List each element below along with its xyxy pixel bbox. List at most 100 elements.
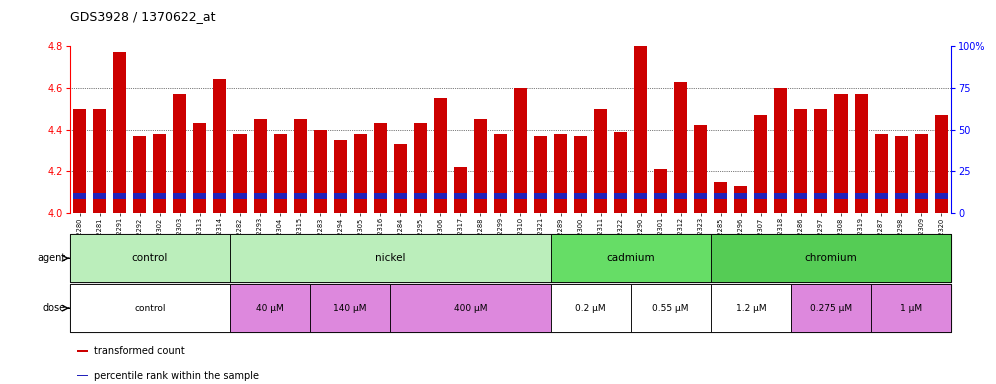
Bar xyxy=(474,119,487,213)
Bar xyxy=(815,193,828,199)
Bar xyxy=(334,140,347,213)
Bar xyxy=(654,193,667,199)
Bar xyxy=(77,374,89,376)
Bar xyxy=(754,193,767,199)
Bar xyxy=(554,193,567,199)
Bar xyxy=(434,98,447,213)
Text: control: control xyxy=(134,304,165,313)
Bar xyxy=(774,88,788,213)
Bar xyxy=(714,182,727,213)
Text: chromium: chromium xyxy=(805,253,858,263)
Text: 1 μM: 1 μM xyxy=(900,304,922,313)
Text: 0.2 μM: 0.2 μM xyxy=(576,304,606,313)
Bar xyxy=(230,284,310,332)
Bar xyxy=(94,193,107,199)
Bar xyxy=(133,136,146,213)
Bar xyxy=(711,234,951,282)
Bar xyxy=(413,123,427,213)
Bar xyxy=(934,193,947,199)
Text: cadmium: cadmium xyxy=(607,253,655,263)
Bar xyxy=(694,126,707,213)
Bar xyxy=(711,284,791,332)
Bar xyxy=(874,193,887,199)
Bar xyxy=(334,193,347,199)
Text: 0.275 μM: 0.275 μM xyxy=(810,304,852,313)
Bar xyxy=(413,193,427,199)
Bar xyxy=(74,193,87,199)
Text: dose: dose xyxy=(43,303,66,313)
Bar xyxy=(874,134,887,213)
Bar xyxy=(77,350,89,352)
Bar xyxy=(393,144,406,213)
Bar xyxy=(153,193,166,199)
Bar xyxy=(795,193,808,199)
Bar xyxy=(734,193,747,199)
Bar xyxy=(294,193,307,199)
Bar xyxy=(514,88,527,213)
Bar xyxy=(774,193,788,199)
Bar xyxy=(574,193,587,199)
Bar xyxy=(534,136,547,213)
Bar xyxy=(314,129,327,213)
Bar xyxy=(791,284,872,332)
Bar xyxy=(872,284,951,332)
Bar xyxy=(494,193,507,199)
Bar xyxy=(835,94,848,213)
Bar xyxy=(634,193,647,199)
Bar xyxy=(70,234,230,282)
Bar xyxy=(390,284,551,332)
Bar xyxy=(795,109,808,213)
Bar xyxy=(594,193,608,199)
Bar xyxy=(674,193,687,199)
Bar xyxy=(233,193,247,199)
Bar xyxy=(714,193,727,199)
Bar xyxy=(674,81,687,213)
Text: 40 μM: 40 μM xyxy=(256,304,284,313)
Text: 140 μM: 140 μM xyxy=(334,304,367,313)
Bar xyxy=(173,193,186,199)
Bar xyxy=(454,193,467,199)
Bar xyxy=(114,52,126,213)
Bar xyxy=(133,193,146,199)
Bar xyxy=(615,132,627,213)
Bar xyxy=(74,109,87,213)
Text: nickel: nickel xyxy=(375,253,405,263)
Bar xyxy=(551,234,711,282)
Bar xyxy=(514,193,527,199)
Text: GDS3928 / 1370622_at: GDS3928 / 1370622_at xyxy=(70,10,215,23)
Bar xyxy=(594,109,608,213)
Bar xyxy=(654,169,667,213)
Bar xyxy=(934,115,947,213)
Text: control: control xyxy=(131,253,168,263)
Bar xyxy=(894,193,907,199)
Bar xyxy=(274,193,287,199)
Text: 1.2 μM: 1.2 μM xyxy=(735,304,766,313)
Bar xyxy=(374,123,386,213)
Bar xyxy=(734,186,747,213)
Bar xyxy=(474,193,487,199)
Bar xyxy=(815,109,828,213)
Bar xyxy=(855,193,868,199)
Text: percentile rank within the sample: percentile rank within the sample xyxy=(94,371,259,381)
Bar xyxy=(835,193,848,199)
Bar xyxy=(294,119,307,213)
Bar xyxy=(213,193,226,199)
Bar xyxy=(630,284,711,332)
Bar xyxy=(914,193,927,199)
Bar xyxy=(114,193,126,199)
Text: agent: agent xyxy=(38,253,66,263)
Bar xyxy=(153,134,166,213)
Bar xyxy=(914,134,927,213)
Bar xyxy=(193,193,206,199)
Bar xyxy=(254,119,267,213)
Bar xyxy=(354,193,367,199)
Bar xyxy=(193,123,206,213)
Bar xyxy=(894,136,907,213)
Bar xyxy=(233,134,247,213)
Text: 400 μM: 400 μM xyxy=(453,304,487,313)
Bar xyxy=(454,167,467,213)
Bar xyxy=(694,193,707,199)
Bar xyxy=(434,193,447,199)
Bar xyxy=(230,234,551,282)
Bar xyxy=(554,134,567,213)
